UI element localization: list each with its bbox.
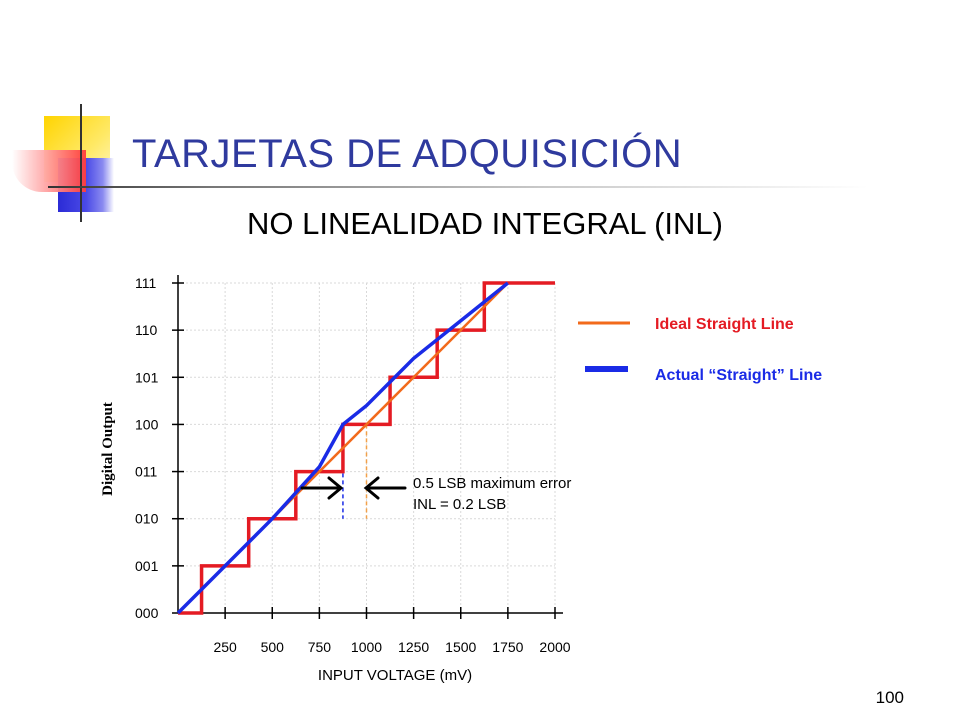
y-tick-label: 111 [135, 275, 156, 291]
page-number: 100 [875, 688, 904, 707]
y-axis-label: Digital Output [100, 402, 116, 496]
x-tick-label: 250 [213, 639, 237, 655]
error-arrow-left [300, 476, 344, 500]
y-tick-labels: 000 001 010 011 100 101 110 111 [135, 275, 159, 621]
decor-horizontal-line [48, 186, 868, 188]
y-tick-label: 001 [135, 558, 159, 574]
x-tick-label: 750 [308, 639, 332, 655]
decor-red-shape [12, 150, 86, 192]
legend-label-ideal: Ideal Straight Line [655, 316, 794, 333]
series-actual-line [176, 281, 509, 615]
x-tick-label: 500 [261, 639, 285, 655]
y-tick-label: 101 [135, 369, 159, 385]
y-tick-label: 011 [135, 464, 158, 480]
chart-axes [172, 275, 563, 619]
y-tick-label: 010 [135, 511, 159, 527]
x-tick-label: 1250 [398, 639, 429, 655]
y-tick-label: 110 [135, 322, 158, 338]
slide-subtitle: NO LINEALIDAD INTEGRAL (INL) [246, 206, 723, 241]
x-tick-label: 2000 [539, 639, 570, 655]
legend-label-actual: Actual “Straight” Line [655, 367, 822, 384]
slide-title: TARJETAS DE ADQUISICIÓN [132, 132, 683, 176]
y-tick-label: 100 [135, 416, 159, 432]
annotation-inl-value: INL = 0.2 LSB [413, 496, 506, 513]
x-tick-label: 1500 [445, 639, 476, 655]
x-axis-label: INPUT VOLTAGE (mV) [318, 667, 472, 684]
error-arrow-right [363, 476, 407, 500]
annotation-max-error: 0.5 LSB maximum error [413, 475, 571, 492]
y-tick-label: 000 [135, 605, 159, 621]
chart-series [176, 281, 555, 615]
decor-vertical-line [80, 104, 82, 222]
x-tick-labels: 250 500 750 1000 1250 1500 1750 2000 [213, 639, 570, 655]
x-tick-label: 1000 [351, 639, 382, 655]
x-tick-label: 1750 [492, 639, 523, 655]
